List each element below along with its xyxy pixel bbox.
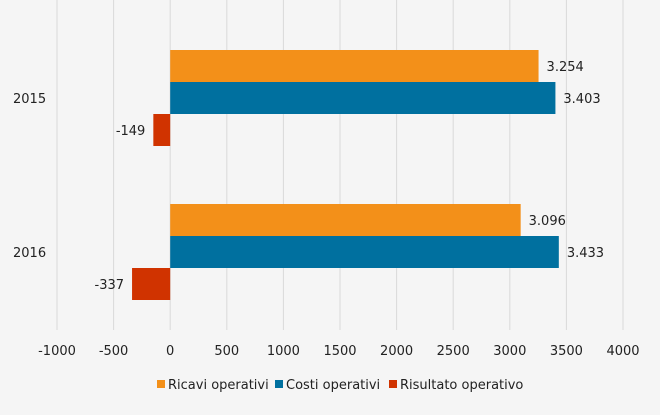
x-tick-label: 1500 [323, 344, 356, 359]
data-label: -337 [95, 278, 125, 293]
data-label: 3.096 [529, 214, 566, 229]
x-tick-label: 3500 [550, 344, 583, 359]
legend-swatch [157, 380, 165, 388]
legend-label: Risultato operativo [400, 378, 523, 393]
bar-ricavi-operativi [170, 50, 539, 82]
data-label: 3.403 [563, 92, 600, 107]
x-tick-label: 2000 [380, 344, 413, 359]
data-label: -149 [116, 124, 146, 139]
x-tick-label: 500 [214, 344, 239, 359]
legend-swatch [389, 380, 397, 388]
bar-costi-operativi [170, 236, 559, 268]
bar-risultato-operativo [132, 268, 171, 300]
x-tick-label: 2500 [437, 344, 470, 359]
x-tick-label: 0 [166, 344, 174, 359]
data-label: 3.433 [567, 246, 604, 261]
x-tick-label: 3000 [493, 344, 526, 359]
data-label: 3.254 [547, 60, 584, 75]
x-tick-label: -1000 [38, 344, 76, 359]
x-tick-label: 1000 [267, 344, 300, 359]
x-tick-label: 4000 [606, 344, 639, 359]
bar-risultato-operativo [153, 114, 171, 146]
legend-label: Costi operativi [286, 378, 380, 393]
category-label: 2015 [13, 92, 46, 107]
legend-label: Ricavi operativi [168, 378, 269, 393]
x-tick-label: -500 [99, 344, 129, 359]
legend-swatch [275, 380, 283, 388]
bar-ricavi-operativi [170, 204, 521, 236]
bar-costi-operativi [170, 82, 556, 114]
category-label: 2016 [13, 246, 46, 261]
